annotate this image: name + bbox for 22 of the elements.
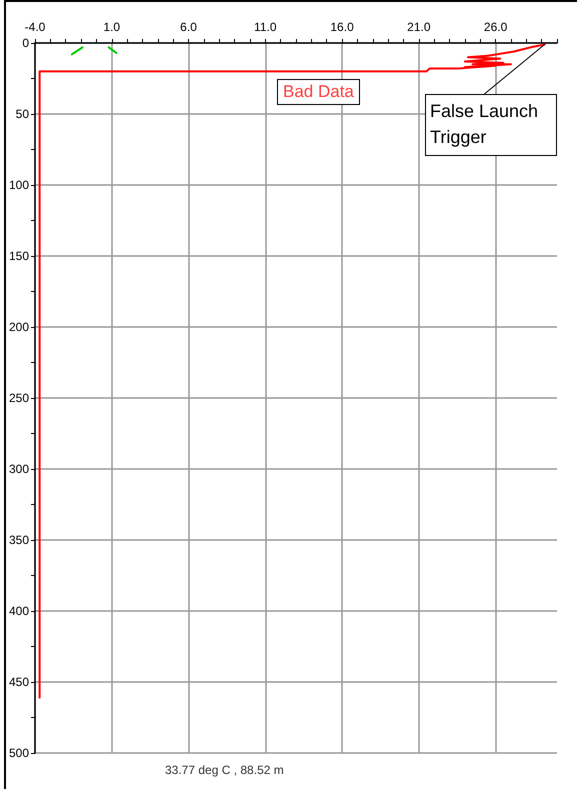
y-tick-label: 50: [16, 107, 30, 121]
text: 33.77 deg C , 88.52 m: [165, 763, 284, 777]
x-tick-label: 11.0: [254, 20, 277, 34]
annotation: False Launch Trigger: [425, 94, 557, 156]
y-tick-label: 350: [8, 533, 30, 547]
annotation: Bad Data: [277, 79, 360, 105]
y-tick-label: 150: [8, 249, 30, 263]
x-tick-label: 26.0: [484, 20, 508, 34]
x-tick-label: 16.0: [330, 20, 354, 34]
y-tick-label: 200: [8, 320, 30, 334]
x-tick-label: 6.0: [180, 20, 198, 34]
x-tick-label: 1.0: [103, 20, 120, 34]
x-tick-label: -4.0: [24, 20, 46, 34]
x-tick-label: 21.0: [407, 20, 431, 34]
y-tick-label: 250: [8, 391, 30, 405]
y-tick-label: 0: [22, 36, 30, 50]
y-tick-label: 400: [8, 604, 30, 618]
y-tick-label: 450: [8, 675, 30, 689]
y-tick-label: 500: [8, 746, 30, 760]
line-series: [38, 43, 546, 699]
y-tick-label: 100: [8, 178, 30, 192]
y-tick-label: 300: [8, 462, 30, 476]
